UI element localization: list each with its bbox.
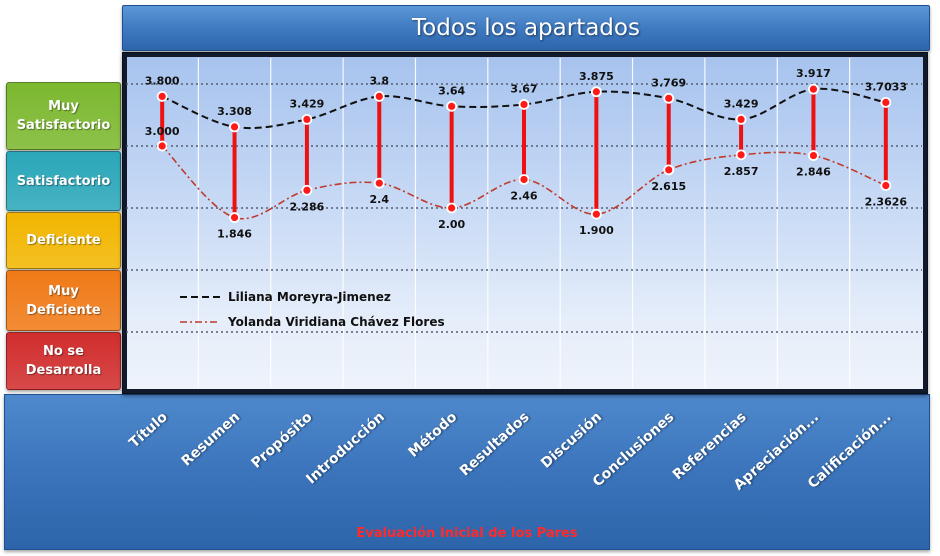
category-label: Introducción <box>303 409 388 487</box>
y-level-box-3: Muy Deficiente <box>6 270 121 331</box>
data-label-liliana: 3.8 <box>370 74 390 87</box>
data-point-liliana <box>518 99 530 110</box>
data-label-liliana: 3.429 <box>290 97 325 110</box>
chart-title-bar: Todos los apartados <box>122 5 930 51</box>
data-label-yolanda: 1.900 <box>579 224 614 237</box>
category-label: Título <box>126 409 171 452</box>
y-level-box-4: No se Desarrolla <box>6 332 121 390</box>
series-line-liliana <box>161 87 887 130</box>
data-label-yolanda: 2.4 <box>370 193 390 206</box>
y-level-label: No se Desarrolla <box>25 344 102 378</box>
data-point-yolanda <box>229 212 240 223</box>
data-point-liliana <box>156 91 168 102</box>
data-point-yolanda <box>301 184 313 196</box>
data-label-liliana: 3.917 <box>796 67 831 80</box>
y-level-label: Deficiente <box>26 233 101 248</box>
data-point-liliana <box>301 114 313 125</box>
data-point-yolanda <box>518 174 530 185</box>
chart-footer: Evaluación Inicial de los Pares <box>356 526 578 541</box>
data-point-yolanda <box>373 177 385 189</box>
data-point-yolanda <box>880 180 892 191</box>
data-label-liliana: 3.308 <box>217 105 252 118</box>
chart-title: Todos los apartados <box>412 15 640 41</box>
data-label-liliana: 3.769 <box>651 76 686 89</box>
data-label-liliana: 3.429 <box>724 97 759 110</box>
data-point-yolanda <box>735 149 747 161</box>
data-point-yolanda <box>590 208 602 220</box>
y-level-label: Satisfactorio <box>16 173 111 189</box>
data-label-liliana: 3.875 <box>579 70 614 83</box>
data-point-yolanda <box>446 202 458 214</box>
data-point-liliana <box>880 96 892 108</box>
y-level-box-1: Satisfactorio <box>6 151 121 211</box>
data-point-yolanda <box>663 164 675 176</box>
data-label-yolanda: 3.000 <box>145 125 180 138</box>
data-point-liliana <box>808 83 819 95</box>
data-label-yolanda: 2.3626 <box>865 196 908 209</box>
data-label-liliana: 3.67 <box>510 82 537 95</box>
data-point-liliana <box>446 100 458 112</box>
category-label: Referencias <box>670 409 750 483</box>
data-point-liliana <box>229 121 240 133</box>
data-point-yolanda <box>156 140 168 152</box>
data-label-yolanda: 1.846 <box>217 228 252 241</box>
data-label-liliana: 3.800 <box>145 74 180 87</box>
data-point-liliana <box>373 91 385 102</box>
data-label-yolanda: 2.846 <box>796 166 831 179</box>
data-point-yolanda <box>808 150 819 161</box>
legend-label-yolanda: Yolanda Viridiana Chávez Flores <box>227 315 445 329</box>
category-label: Propósito <box>248 409 315 472</box>
legend-label-liliana: Liliana Moreyra-Jimenez <box>228 290 391 304</box>
data-label-yolanda: 2.286 <box>290 200 325 213</box>
data-point-liliana <box>663 92 675 104</box>
category-label: Método <box>405 409 460 461</box>
category-axis-panel: Evaluación Inicial de los Pares <box>4 394 930 550</box>
category-label: Discusión <box>538 409 605 472</box>
data-point-liliana <box>735 114 747 125</box>
data-label-liliana: 3.7033 <box>865 80 907 93</box>
y-level-box-2: Deficiente <box>6 212 121 269</box>
category-label: Resultados <box>457 409 533 479</box>
data-label-liliana: 3.64 <box>438 84 465 97</box>
data-label-yolanda: 2.615 <box>651 180 686 193</box>
category-label: Resumen <box>179 409 244 469</box>
data-label-yolanda: 2.857 <box>724 165 759 178</box>
y-level-label: Muy Deficiente <box>26 283 101 318</box>
data-label-yolanda: 2.46 <box>510 189 537 202</box>
y-level-box-0: Muy Satisfactorio <box>6 82 121 150</box>
data-point-liliana <box>590 86 602 98</box>
y-level-label: Muy Satisfactorio <box>16 99 111 133</box>
data-label-yolanda: 2.00 <box>438 218 465 231</box>
